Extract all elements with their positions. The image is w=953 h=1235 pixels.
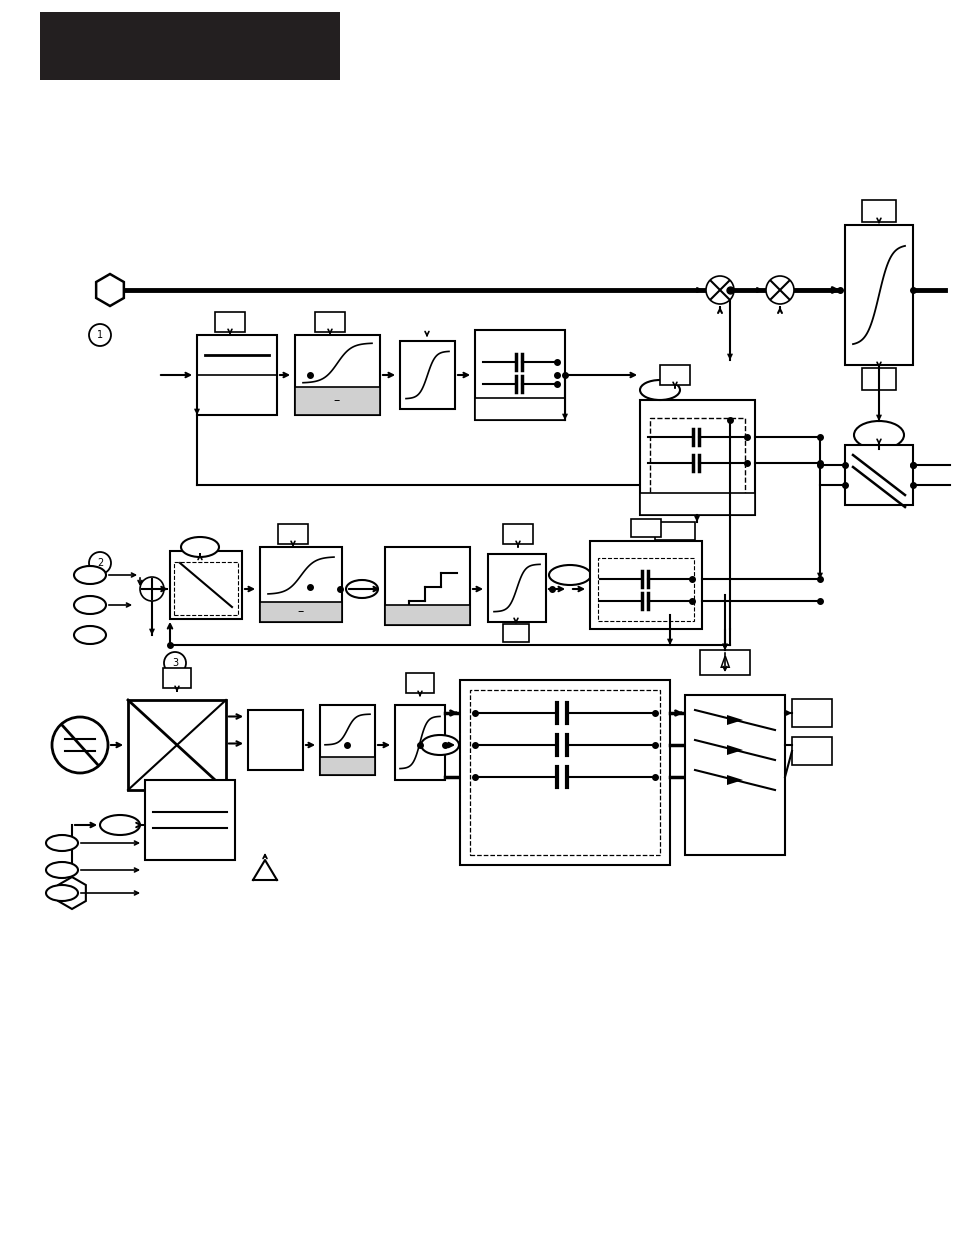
Bar: [260, 547, 341, 622]
Text: –: –: [334, 394, 340, 408]
Ellipse shape: [639, 380, 679, 400]
Ellipse shape: [74, 597, 106, 614]
Text: 3: 3: [172, 658, 178, 668]
Bar: [639, 493, 754, 515]
Bar: [395, 705, 444, 781]
Ellipse shape: [346, 580, 377, 598]
Bar: [128, 700, 226, 790]
Bar: [649, 417, 744, 505]
Bar: [598, 558, 693, 621]
Circle shape: [765, 275, 793, 304]
Ellipse shape: [46, 835, 78, 851]
Circle shape: [164, 652, 186, 674]
Bar: [589, 541, 701, 629]
Bar: [170, 551, 242, 619]
Bar: [385, 547, 470, 625]
Polygon shape: [726, 776, 742, 785]
Bar: [294, 335, 379, 415]
Text: 1: 1: [97, 330, 103, 340]
Ellipse shape: [74, 626, 106, 643]
Circle shape: [140, 577, 164, 601]
Bar: [502, 524, 533, 543]
Bar: [145, 781, 234, 860]
Bar: [659, 366, 689, 385]
Bar: [399, 341, 455, 409]
Text: 2: 2: [97, 558, 103, 568]
Bar: [502, 624, 529, 642]
Bar: [655, 522, 695, 540]
Polygon shape: [726, 745, 742, 755]
Polygon shape: [96, 274, 124, 306]
Ellipse shape: [853, 421, 903, 450]
Polygon shape: [58, 877, 86, 909]
Ellipse shape: [100, 815, 140, 835]
Bar: [385, 605, 470, 625]
Bar: [862, 368, 895, 390]
Bar: [630, 519, 660, 537]
Circle shape: [705, 275, 733, 304]
Bar: [475, 398, 564, 420]
Polygon shape: [726, 715, 742, 725]
Ellipse shape: [46, 862, 78, 878]
Bar: [791, 737, 831, 764]
Ellipse shape: [548, 564, 590, 585]
Bar: [314, 312, 345, 332]
Bar: [700, 650, 749, 676]
Circle shape: [89, 552, 111, 574]
Bar: [248, 710, 303, 769]
Bar: [470, 690, 659, 855]
Bar: [294, 387, 379, 415]
Circle shape: [89, 324, 111, 346]
Bar: [319, 705, 375, 776]
Bar: [791, 699, 831, 727]
Ellipse shape: [74, 566, 106, 584]
Bar: [277, 524, 308, 543]
Text: –: –: [297, 605, 304, 619]
Bar: [488, 555, 545, 622]
Bar: [639, 400, 754, 515]
Ellipse shape: [420, 735, 458, 755]
Bar: [260, 601, 341, 622]
Bar: [319, 757, 375, 776]
Bar: [163, 668, 191, 688]
Bar: [173, 562, 237, 615]
Bar: [459, 680, 669, 864]
Bar: [196, 335, 276, 415]
Ellipse shape: [46, 885, 78, 902]
Bar: [475, 330, 564, 420]
Bar: [844, 445, 912, 505]
Bar: [684, 695, 784, 855]
Bar: [844, 225, 912, 366]
Bar: [40, 12, 339, 80]
Text: $\Delta$: $\Delta$: [719, 655, 730, 671]
Bar: [214, 312, 245, 332]
Bar: [862, 200, 895, 222]
Circle shape: [52, 718, 108, 773]
Ellipse shape: [181, 537, 219, 557]
Bar: [406, 673, 434, 693]
